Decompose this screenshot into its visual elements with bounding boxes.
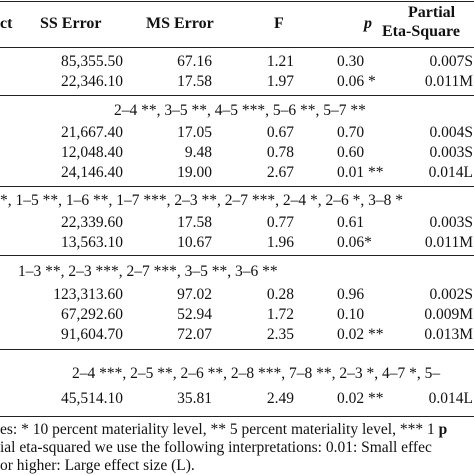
g2-r1-p: 0.70 xyxy=(337,124,365,141)
g4-comparisons: 1–3 **, 2–3 ***, 2–7 ***, 3–5 **, 3–6 ** xyxy=(18,263,278,280)
g4-r2-ss: 67,292.60 xyxy=(61,306,123,323)
g5-comparisons: 2–4 ***, 2–5 **, 2–6 **, 2–8 ***, 7–8 **… xyxy=(72,365,441,382)
g4-r3-ss: 91,604.70 xyxy=(61,326,123,343)
header-partial-line1: Partial xyxy=(408,4,456,21)
g2-comparisons: 2–4 **, 3–5 **, 4–5 ***, 5–6 **, 5–7 ** xyxy=(114,102,366,119)
g4-r3-f: 2.35 xyxy=(266,326,294,343)
g4-r1-ss: 123,313.60 xyxy=(53,286,123,303)
note-line-3: or higher: Large effect size (L). xyxy=(0,457,195,474)
g1-r1-ms: 67.16 xyxy=(177,53,212,70)
g2-r1-ss: 21,667.40 xyxy=(61,124,123,141)
g4-r2-f: 1.72 xyxy=(266,306,294,323)
g4-r2-ms: 52.94 xyxy=(177,306,212,323)
g3-r2-ms: 10.67 xyxy=(177,234,212,251)
g2-r3-ss: 24,146.40 xyxy=(61,164,123,181)
group-rule-2 xyxy=(0,186,474,187)
header-ss-error: SS Error xyxy=(40,15,102,32)
g2-r1-eta: 0.004S xyxy=(429,124,474,141)
g4-r1-f: 0.28 xyxy=(266,286,294,303)
group-rule-1 xyxy=(0,95,474,96)
note-line-1-text: es: * 10 percent materiality level, ** 5… xyxy=(0,421,439,438)
g1-r2-eta: 0.011M xyxy=(424,73,473,90)
group-rule-4 xyxy=(0,349,474,350)
g2-r1-f: 0.67 xyxy=(266,124,294,141)
header-ms-error: MS Error xyxy=(146,15,214,32)
g1-r2-p: 0.06 * xyxy=(337,73,376,90)
g4-r2-eta: 0.009M xyxy=(424,306,473,323)
g4-r2-p: 0.10 xyxy=(337,306,365,323)
header-partial-line2: Eta-Square xyxy=(382,23,460,40)
g2-r2-ss: 12,048.40 xyxy=(61,144,123,161)
g2-r3-ms: 19.00 xyxy=(177,164,212,181)
g2-r2-ms: 9.48 xyxy=(184,144,212,161)
g3-r1-p: 0.61 xyxy=(337,214,365,231)
g3-comparisons: *, 1–5 **, 1–6 **, 1–7 ***, 2–3 **, 2–7 … xyxy=(0,192,403,209)
g5-r1-eta: 0.014L xyxy=(428,390,473,407)
group-rule-3 xyxy=(0,255,474,256)
g2-r2-f: 0.78 xyxy=(266,144,294,161)
g1-r2-f: 1.97 xyxy=(266,73,294,90)
g2-r2-eta: 0.003S xyxy=(429,144,474,161)
g3-r2-eta: 0.011M xyxy=(424,234,473,251)
g2-r3-f: 2.67 xyxy=(266,164,294,181)
g1-r2-ss: 22,346.10 xyxy=(61,73,123,90)
g3-r1-ms: 17.58 xyxy=(177,214,212,231)
bottom-rule xyxy=(0,416,474,417)
g5-r1-p: 0.02 ** xyxy=(337,390,384,407)
note-line-1-tail: p xyxy=(438,421,448,438)
g5-r1-f: 2.49 xyxy=(266,390,294,407)
g1-r1-ss: 85,355.50 xyxy=(61,53,123,70)
g5-r1-ms: 35.81 xyxy=(177,390,212,407)
header-rule xyxy=(0,47,474,48)
g3-r1-eta: 0.003S xyxy=(429,214,474,231)
g1-r1-eta: 0.007S xyxy=(429,53,474,70)
g4-r3-p: 0.02 ** xyxy=(337,326,384,343)
g4-r1-p: 0.96 xyxy=(337,286,365,303)
g3-r1-f: 0.77 xyxy=(266,214,294,231)
g4-r3-eta: 0.013M xyxy=(424,326,473,343)
g4-r1-ms: 97.02 xyxy=(177,286,212,303)
g2-r3-eta: 0.014L xyxy=(428,164,473,181)
g3-r2-f: 1.96 xyxy=(266,234,294,251)
header-f: F xyxy=(274,15,284,32)
g4-r1-eta: 0.002S xyxy=(429,286,474,303)
g3-r2-p: 0.06* xyxy=(337,234,372,251)
g5-r1-ss: 45,514.10 xyxy=(61,390,123,407)
g2-r3-p: 0.01 ** xyxy=(337,164,384,181)
note-line-2: ial eta-squared we use the following int… xyxy=(0,439,432,456)
top-rule xyxy=(0,1,474,2)
header-p: p xyxy=(364,15,372,32)
g1-r1-f: 1.21 xyxy=(266,53,294,70)
g1-r1-p: 0.30 xyxy=(337,53,365,70)
g3-r1-ss: 22,339.60 xyxy=(61,214,123,231)
g1-r2-ms: 17.58 xyxy=(177,73,212,90)
note-line-1: es: * 10 percent materiality level, ** 5… xyxy=(0,420,447,439)
header-effect: ct xyxy=(0,15,13,32)
g2-r2-p: 0.60 xyxy=(337,144,365,161)
g2-r1-ms: 17.05 xyxy=(177,124,212,141)
g4-r3-ms: 72.07 xyxy=(177,326,212,343)
g3-r2-ss: 13,563.10 xyxy=(61,234,123,251)
